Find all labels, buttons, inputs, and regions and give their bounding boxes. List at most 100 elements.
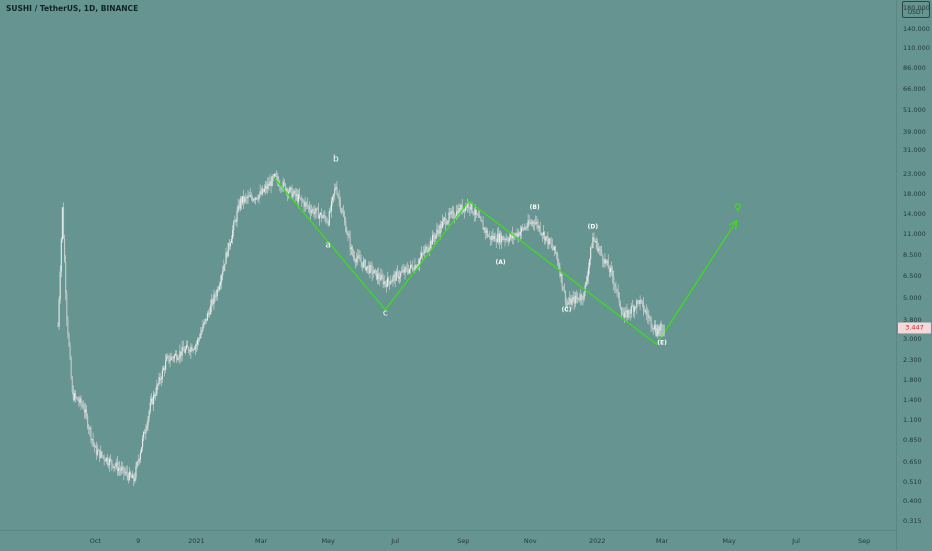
candle-body <box>334 188 336 194</box>
candle-body <box>227 242 229 257</box>
candle-body <box>336 187 338 195</box>
candle-body <box>96 450 99 455</box>
candle-body <box>60 239 62 272</box>
wave-line[interactable] <box>273 177 738 346</box>
candle-body <box>84 409 87 413</box>
candle-body <box>105 457 107 462</box>
candle-body <box>503 238 505 240</box>
time-axis[interactable]: Oct 9 2021 Mar May Jul Sep Nov 2022 Mar May Jul Sep <box>0 530 896 551</box>
symbol-title: SUSHI / TetherUS, 1D, BINANCE <box>6 4 139 13</box>
candle-body <box>324 214 326 218</box>
candle-body <box>585 281 587 285</box>
candle-body <box>560 273 562 277</box>
candle-body <box>219 281 222 286</box>
candle-body <box>260 191 262 195</box>
candle-body <box>271 176 273 186</box>
candle-body <box>66 293 68 320</box>
candle-body <box>489 236 491 237</box>
candle-body <box>337 194 339 197</box>
candle-body <box>215 295 217 297</box>
candle-body <box>117 468 119 471</box>
candle-body <box>590 247 592 260</box>
candle-body <box>423 253 425 254</box>
candle-body <box>507 240 509 242</box>
candle-body <box>196 339 199 345</box>
candle-body <box>466 205 468 208</box>
candle-body <box>469 207 471 210</box>
candle-body <box>189 350 191 353</box>
price-axis-label: 51.000 <box>903 106 926 115</box>
candle-body <box>592 237 594 249</box>
candle-body <box>193 349 195 351</box>
price-axis-label: 1.100 <box>903 415 922 424</box>
candle-body <box>523 228 525 230</box>
candle-body <box>187 345 189 348</box>
price-axis-label: 0.400 <box>903 497 922 506</box>
candle-body <box>109 458 111 466</box>
candle-body <box>383 281 385 285</box>
candle-body <box>126 471 128 476</box>
candle-body <box>241 196 244 204</box>
candle-body <box>441 221 443 229</box>
candle-body <box>258 194 260 200</box>
candle-body <box>603 260 605 264</box>
candle-body <box>259 191 261 195</box>
candle-body <box>420 253 423 258</box>
candle-body <box>236 211 238 222</box>
candle-body <box>434 237 436 239</box>
price-axis-label: 2.300 <box>903 356 922 365</box>
candle-body <box>621 313 624 315</box>
candle-body <box>480 217 482 221</box>
candle-body <box>101 451 103 456</box>
candle-body <box>497 234 499 243</box>
candle-body <box>586 276 588 282</box>
candle-body <box>601 249 603 256</box>
candle-body <box>509 234 512 238</box>
candle-body <box>284 183 286 192</box>
candle-body <box>518 232 520 236</box>
candle-body <box>168 355 170 362</box>
candle-body <box>571 299 573 305</box>
currency-name: USDT <box>907 9 925 16</box>
candle-body <box>247 196 249 199</box>
candle-body <box>414 265 416 271</box>
candle-body <box>504 238 506 240</box>
candle-body <box>171 356 173 358</box>
candle-body <box>642 302 644 311</box>
chart-area[interactable]: b a c (A) (B) (C) (D) (E) SUSHI / TetherUS, 1D,… <box>0 0 896 530</box>
candle-body <box>606 260 608 263</box>
candle-body <box>69 345 71 359</box>
price-chart[interactable]: b a c (A) (B) (C) (D) (E) <box>0 0 896 530</box>
time-axis-label: May <box>321 537 335 545</box>
candle-body <box>565 303 568 305</box>
candle-body <box>135 466 137 478</box>
candle-body <box>594 239 596 243</box>
candle-body <box>280 186 282 189</box>
candle-body <box>180 351 182 356</box>
candle-body <box>294 190 296 196</box>
candle-body <box>374 270 376 271</box>
candle-body <box>501 236 503 243</box>
candle-body <box>583 291 585 300</box>
candle-body <box>390 282 392 285</box>
candle-body <box>464 205 467 212</box>
candle-body <box>88 426 90 430</box>
candle-body <box>169 359 171 362</box>
candle-body <box>615 286 617 290</box>
candle-body <box>145 429 147 434</box>
candle-body <box>262 188 264 192</box>
currency-label[interactable]: USDT <box>902 1 930 18</box>
candle-body <box>430 241 432 245</box>
candle-body <box>630 306 632 314</box>
candle-body <box>118 468 121 470</box>
candle-body <box>639 299 641 304</box>
candle-body <box>377 273 379 280</box>
candle-body <box>438 230 440 234</box>
candle-body <box>323 214 325 217</box>
candle-body <box>157 383 159 385</box>
candle-body <box>538 226 540 228</box>
candle-body <box>158 377 160 384</box>
price-axis[interactable]: USDT 180.000 140.000 110.000 86.000 66.000 51… <box>896 0 932 550</box>
time-axis-label: Sep <box>858 537 871 545</box>
candle-body <box>59 271 61 300</box>
